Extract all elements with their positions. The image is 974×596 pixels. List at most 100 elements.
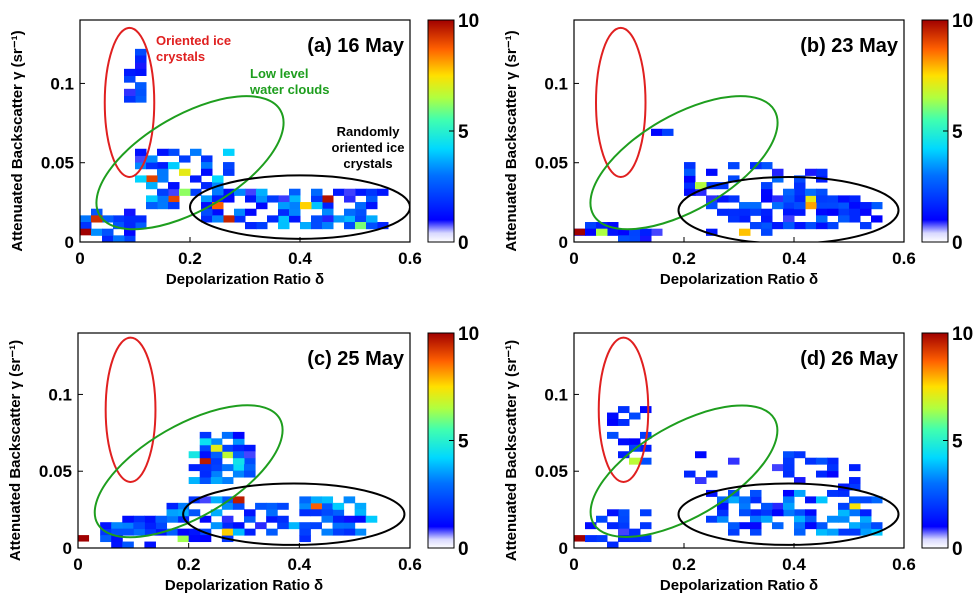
density-cell xyxy=(838,195,850,203)
density-cell xyxy=(122,528,134,536)
density-cell xyxy=(311,202,323,210)
density-cell xyxy=(596,515,608,523)
density-cell xyxy=(124,75,136,83)
density-cell xyxy=(355,188,367,196)
density-cell xyxy=(212,202,224,210)
density-cell xyxy=(168,195,180,203)
density-cell xyxy=(618,438,630,446)
density-cell xyxy=(618,451,630,459)
density-cell xyxy=(618,228,630,236)
density-cell xyxy=(354,515,367,523)
density-cell xyxy=(256,188,268,196)
density-cell xyxy=(210,464,223,472)
y-tick-label: 0.1 xyxy=(544,74,568,93)
density-cell xyxy=(761,208,773,216)
density-cell xyxy=(706,195,718,203)
x-tick-label: 0.2 xyxy=(177,555,201,574)
density-cell xyxy=(805,202,817,210)
density-cell xyxy=(311,195,323,203)
density-cell xyxy=(761,182,773,190)
density-cell xyxy=(827,470,839,478)
x-axis-label: Depolarization Ratio δ xyxy=(660,577,818,594)
density-cell xyxy=(135,95,147,103)
density-cell xyxy=(124,235,136,242)
density-cell xyxy=(355,215,367,223)
density-cell xyxy=(827,222,839,230)
density-cell xyxy=(640,406,652,414)
density-cell xyxy=(344,195,356,203)
density-cell xyxy=(299,502,311,510)
density-cell xyxy=(244,528,256,536)
density-cell xyxy=(168,148,180,156)
density-cell xyxy=(684,168,696,176)
density-cell xyxy=(827,489,839,497)
density-cell xyxy=(739,502,751,510)
density-cell xyxy=(805,457,817,465)
density-cell xyxy=(816,222,828,230)
density-cell xyxy=(245,195,257,203)
density-cell xyxy=(827,195,839,203)
density-cell xyxy=(212,195,224,203)
density-cell xyxy=(640,235,652,242)
density-cell xyxy=(783,457,795,465)
density-cell xyxy=(794,509,806,517)
density-cell xyxy=(102,228,114,236)
density-cell xyxy=(739,215,751,223)
density-cell xyxy=(100,535,112,543)
density-cell xyxy=(188,451,201,459)
density-cell xyxy=(783,208,795,216)
density-cell xyxy=(124,222,136,230)
density-cell xyxy=(750,522,762,530)
colorbar-tick-label: 5 xyxy=(458,432,469,453)
colorbar-tick-label: 10 xyxy=(458,11,479,32)
x-tick-label: 0.4 xyxy=(288,555,312,574)
density-cell xyxy=(210,470,223,478)
density-cell xyxy=(783,496,795,504)
density-cell xyxy=(223,148,235,156)
density-cell xyxy=(332,502,345,510)
density-cell xyxy=(232,502,245,510)
density-cell xyxy=(221,451,234,459)
density-cell xyxy=(728,496,740,504)
density-cell xyxy=(728,457,740,465)
density-cell xyxy=(772,195,784,203)
density-cell xyxy=(772,522,784,530)
density-cell xyxy=(794,195,806,203)
x-axis-label: Depolarization Ratio δ xyxy=(165,577,323,594)
density-cell xyxy=(860,496,872,504)
density-cell xyxy=(849,202,861,210)
density-cell xyxy=(761,162,773,170)
density-cell xyxy=(366,188,378,196)
x-tick-label: 0.6 xyxy=(892,249,916,268)
y-tick-label: 0 xyxy=(65,233,74,252)
density-cell xyxy=(772,175,784,183)
y-axis-label: Attenuated Backscatter γ (sr⁻¹) xyxy=(503,340,520,561)
density-cell xyxy=(783,502,795,510)
density-cell xyxy=(245,208,257,216)
density-cell xyxy=(629,457,641,465)
density-cell xyxy=(321,528,334,536)
density-cell xyxy=(210,477,223,484)
density-cell xyxy=(289,195,301,203)
density-cell xyxy=(618,509,630,517)
density-cell xyxy=(221,502,234,510)
density-cell xyxy=(310,496,322,504)
density-cell xyxy=(188,509,201,517)
colorbar: 10 5 0 xyxy=(427,11,479,254)
y-axis-label: Attenuated Backscatter γ (sr⁻¹) xyxy=(7,340,24,561)
density-cell xyxy=(651,128,663,136)
density-cell xyxy=(805,222,817,230)
density-cell xyxy=(133,515,145,523)
density-cell xyxy=(783,451,795,459)
density-cell xyxy=(366,222,378,230)
density-cell xyxy=(102,235,114,242)
density-cell xyxy=(684,182,696,190)
density-cell xyxy=(278,215,290,223)
density-cell xyxy=(783,489,795,497)
density-cell xyxy=(232,470,245,478)
density-cell xyxy=(135,162,147,170)
density-cell xyxy=(223,188,235,196)
density-cell xyxy=(157,188,169,196)
density-cell xyxy=(728,215,740,223)
density-cell xyxy=(750,515,762,523)
